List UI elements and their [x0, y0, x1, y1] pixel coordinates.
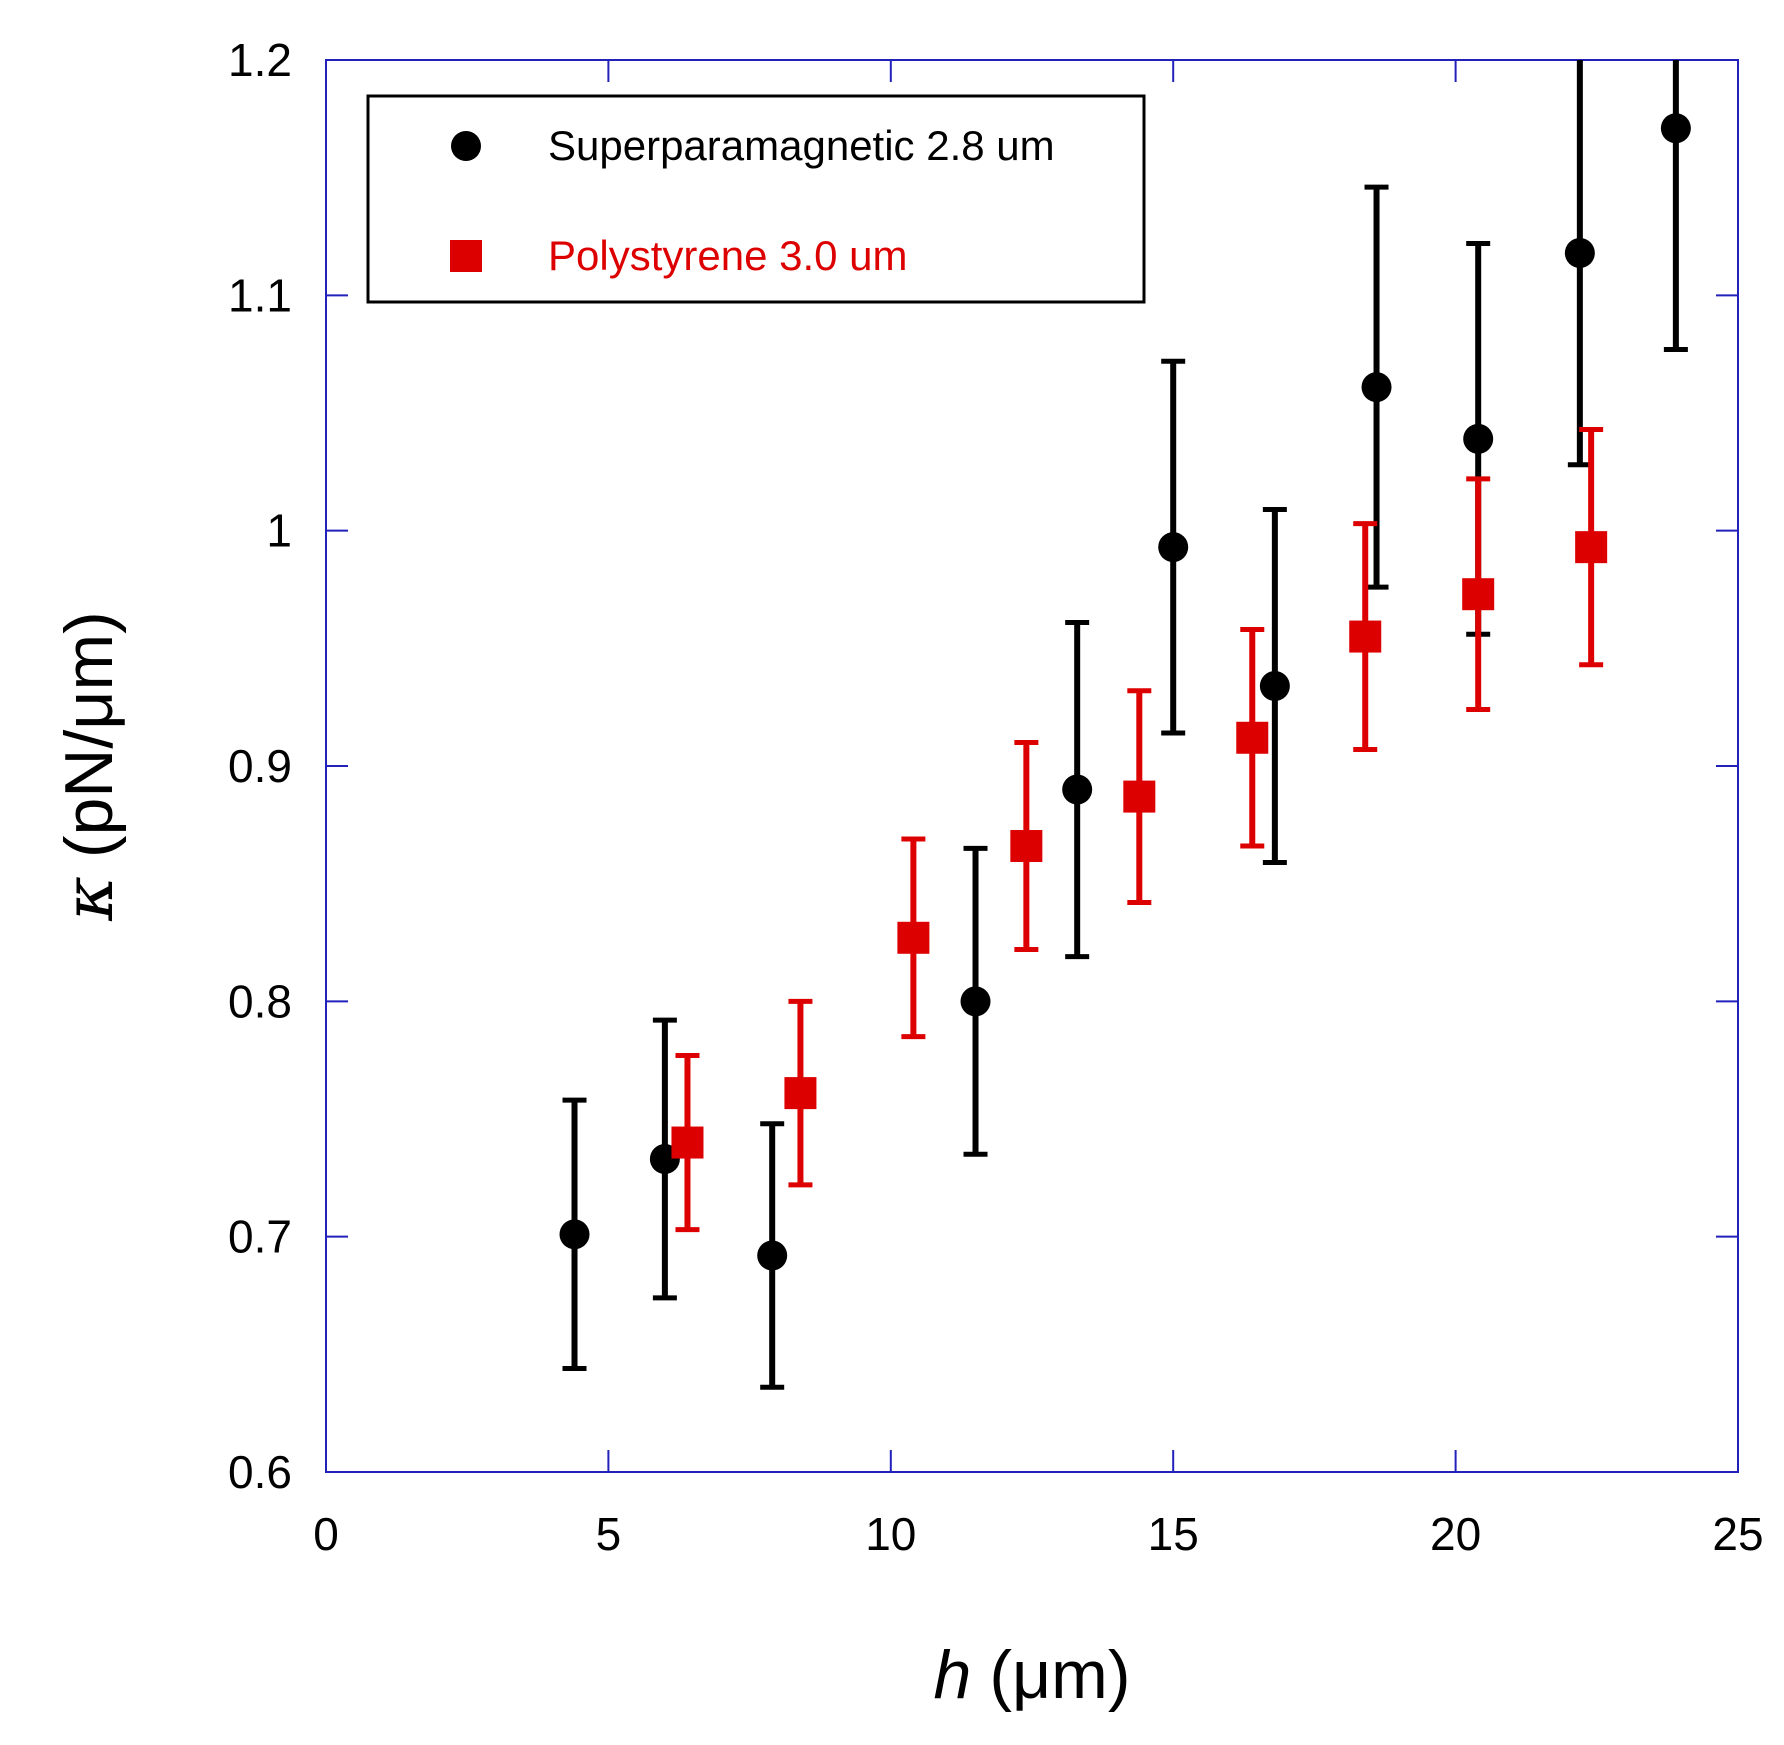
data-point — [960, 986, 991, 1017]
data-point — [1123, 780, 1156, 813]
data-point — [1236, 721, 1269, 754]
axis-ticks — [325, 59, 1739, 1473]
data-point — [1660, 113, 1691, 144]
x-tick-label: 20 — [1430, 1508, 1481, 1560]
data-point — [1158, 532, 1189, 563]
series-superparamagnetic — [559, 60, 1691, 1390]
x-tick-label: 25 — [1712, 1508, 1763, 1560]
data-point — [1259, 670, 1290, 701]
x-tick-labels: 0 5 10 15 20 25 — [313, 1508, 1763, 1560]
y-tick-label: 0.6 — [228, 1446, 292, 1498]
legend: Superparamagnetic 2.8 um Polystyrene 3.0… — [366, 94, 1146, 304]
legend-box — [366, 94, 1146, 304]
x-tick-label: 5 — [596, 1508, 622, 1560]
y-tick-label: 1.1 — [228, 269, 292, 321]
data-point — [1062, 774, 1093, 805]
series-polystyrene — [671, 426, 1608, 1233]
y-tick-labels: 0.6 0.7 0.8 0.9 1 1.1 1.2 — [228, 34, 292, 1498]
data-point — [671, 1126, 704, 1159]
data-series — [559, 60, 1691, 1390]
legend-label-superparamagnetic: Superparamagnetic 2.8 um — [548, 122, 1055, 169]
y-tick-label: 0.8 — [228, 975, 292, 1027]
y-tick-label: 0.7 — [228, 1211, 292, 1263]
x-axis-unit: (μm) — [989, 1637, 1130, 1713]
y-tick-label: 1 — [266, 505, 292, 557]
data-point — [757, 1240, 788, 1271]
data-point — [1462, 578, 1495, 611]
x-axis-title: h (μm) — [934, 1637, 1131, 1713]
data-point — [1010, 830, 1043, 863]
y-tick-label: 1.2 — [228, 34, 292, 86]
data-point — [1575, 531, 1608, 564]
data-point — [784, 1077, 817, 1110]
data-point — [559, 1219, 590, 1250]
data-point — [1349, 620, 1382, 653]
data-point — [1564, 237, 1595, 268]
data-point — [1361, 372, 1392, 403]
y-axis-title: κ (pN/μm) — [50, 611, 129, 922]
data-point — [1463, 423, 1494, 454]
legend-label-polystyrene: Polystyrene 3.0 um — [548, 232, 908, 279]
x-axis-symbol: h — [934, 1637, 972, 1713]
y-axis-symbol: κ — [50, 876, 129, 922]
x-tick-label: 10 — [865, 1508, 916, 1560]
legend-marker-polystyrene — [450, 240, 482, 272]
y-tick-label: 0.9 — [228, 740, 292, 792]
data-point — [897, 921, 930, 954]
y-axis-unit: (pN/μm) — [51, 611, 127, 858]
legend-marker-superparamagnetic — [451, 131, 481, 161]
x-tick-label: 0 — [313, 1508, 339, 1560]
x-tick-label: 15 — [1148, 1508, 1199, 1560]
